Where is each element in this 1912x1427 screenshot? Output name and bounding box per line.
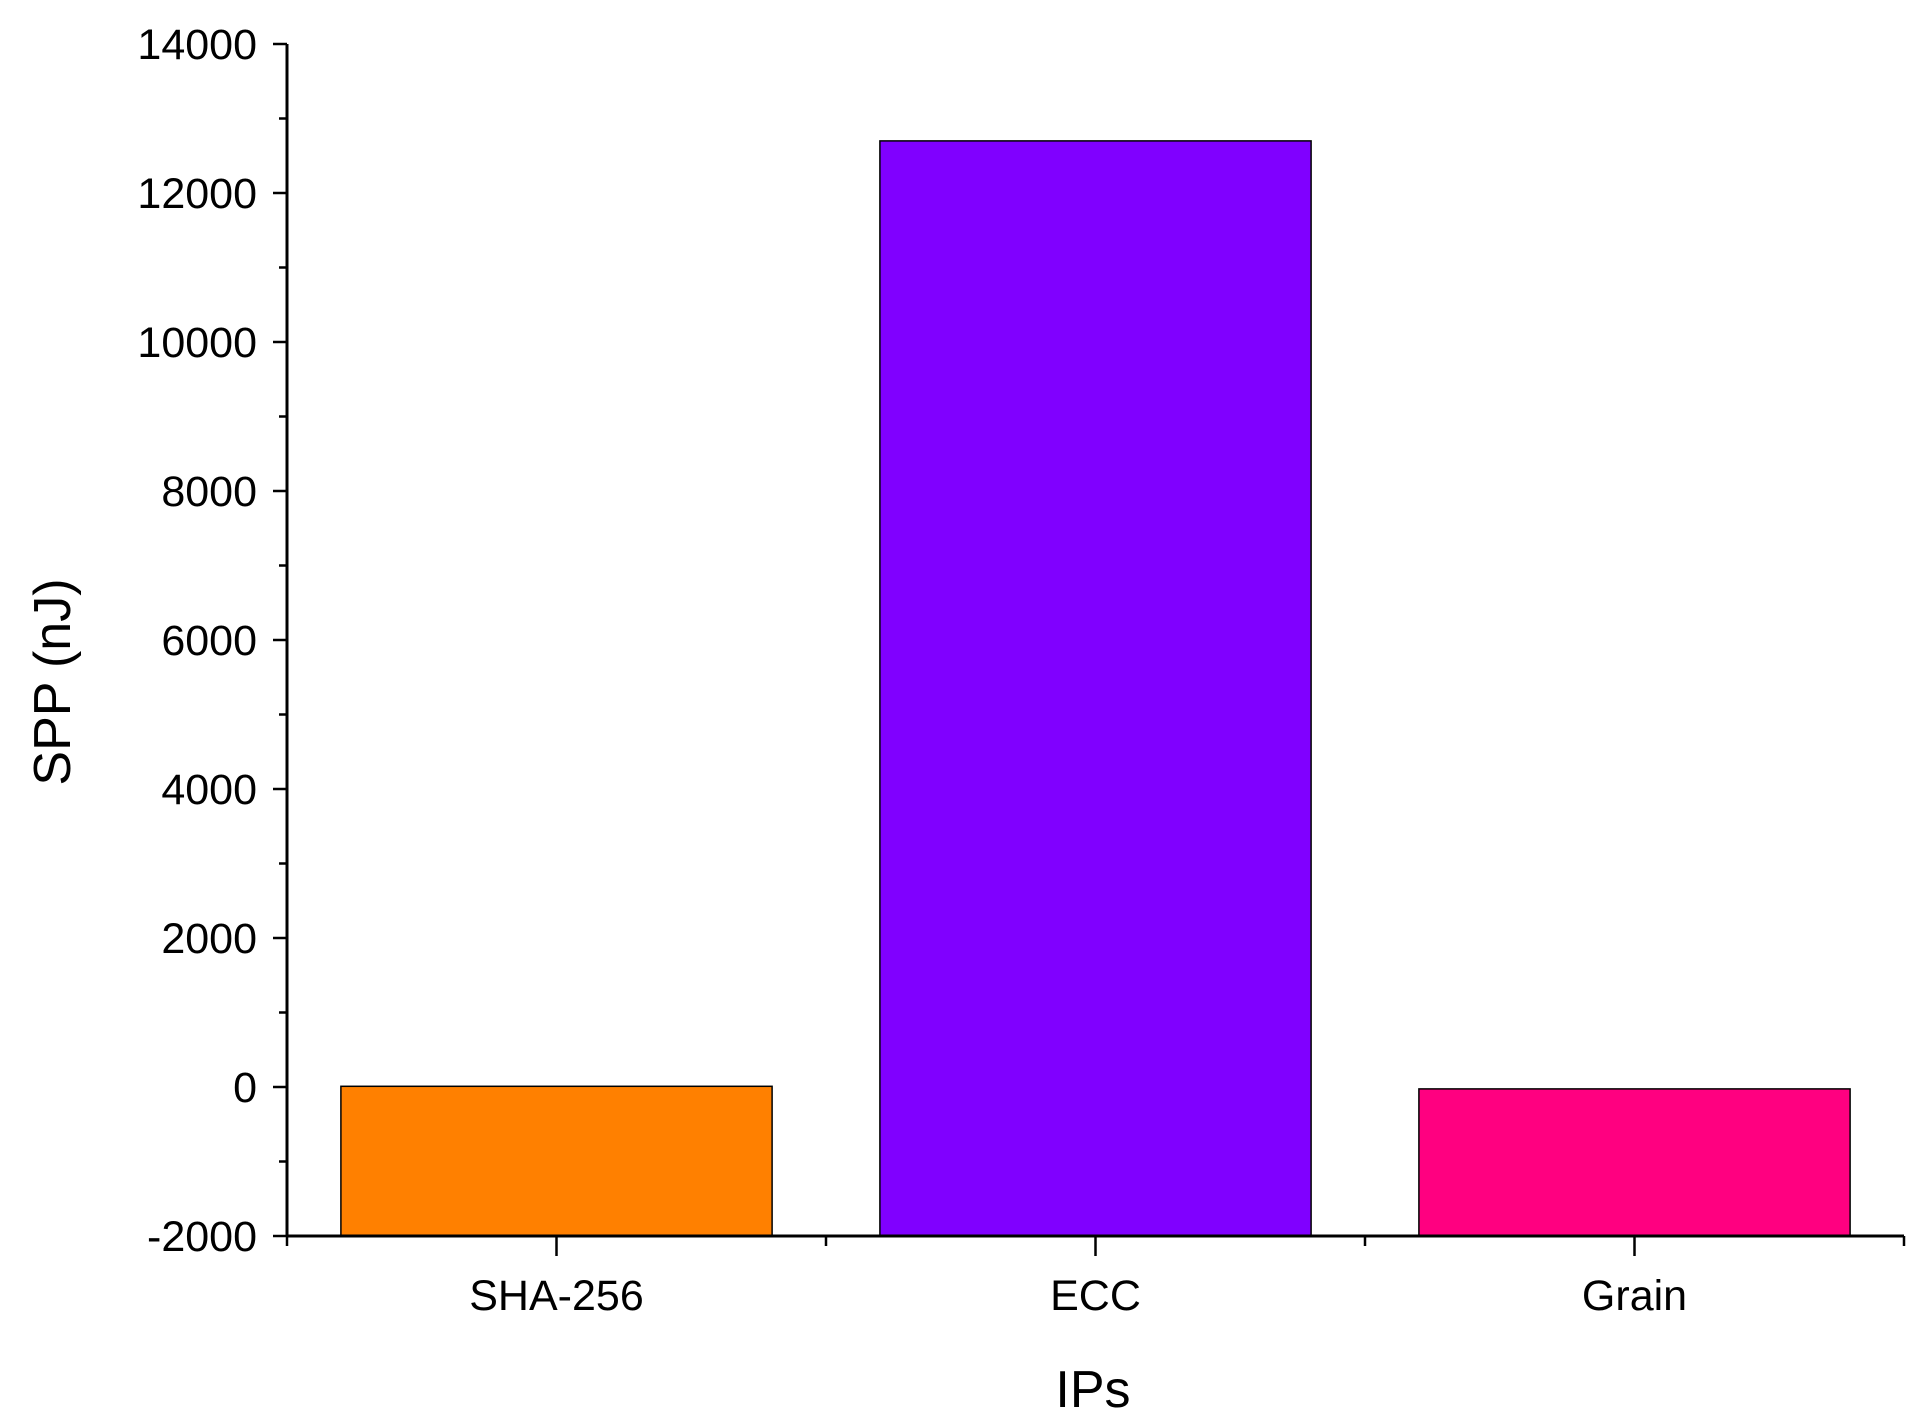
y-tick-label: 6000 bbox=[161, 617, 257, 665]
y-tick-label: 4000 bbox=[161, 766, 257, 814]
bar-grain bbox=[1418, 1088, 1851, 1237]
y-tick-label: 8000 bbox=[161, 468, 257, 516]
y-tick-label: 10000 bbox=[137, 319, 257, 367]
y-tick-label: 14000 bbox=[137, 21, 257, 69]
bar-sha-256 bbox=[340, 1085, 773, 1237]
y-tick-label: -2000 bbox=[147, 1213, 257, 1261]
x-ticks-layer: SHA-256 ECC Grain bbox=[285, 1236, 1906, 1320]
y-axis-title: SPP (nJ) bbox=[24, 578, 82, 785]
x-axis-title: IPs bbox=[1055, 1361, 1130, 1419]
y-tick-label: 0 bbox=[233, 1064, 257, 1112]
bars-layer bbox=[340, 140, 1851, 1237]
bar-ecc bbox=[879, 140, 1312, 1237]
y-tick-label: 2000 bbox=[161, 915, 257, 963]
x-tick-label: ECC bbox=[1050, 1272, 1141, 1320]
x-tick-label: SHA-256 bbox=[469, 1272, 643, 1320]
y-tick-label: 12000 bbox=[137, 170, 257, 218]
y-ticks-layer: -2000 0 2000 4000 6000 8000 10000 12000 14000 bbox=[137, 21, 287, 1261]
x-tick-label: Grain bbox=[1582, 1272, 1687, 1320]
